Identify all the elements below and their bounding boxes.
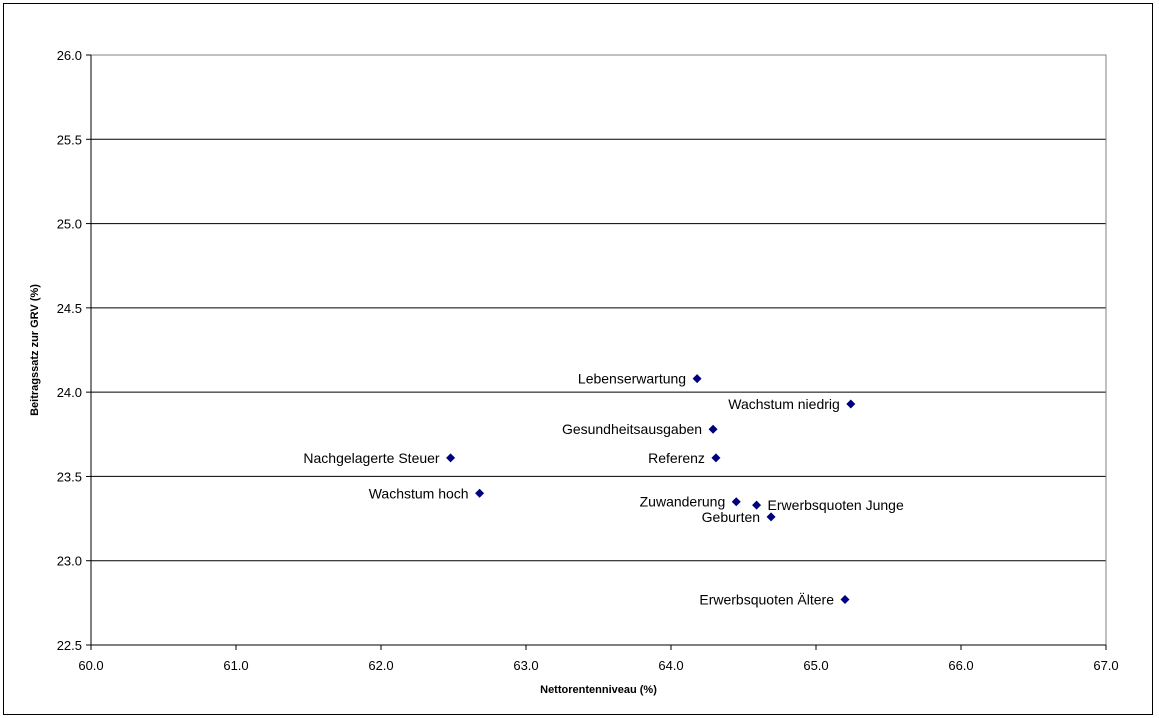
axes: 22.5 23.0 23.5 24.0 24.5 25.0 25.5 26.0 60.0 61.0… <box>57 48 1119 673</box>
data-point-label: Zuwanderung <box>640 494 726 510</box>
y-tick-label: 22.5 <box>57 638 82 653</box>
chart-frame <box>3 3 1153 715</box>
x-tick-label: 60.0 <box>78 658 103 673</box>
x-tick-label: 64.0 <box>658 658 683 673</box>
data-point <box>475 488 485 498</box>
x-tick-label: 63.0 <box>513 658 538 673</box>
y-tick-label: 23.0 <box>57 554 82 569</box>
x-tick-label: 61.0 <box>223 658 248 673</box>
data-point <box>752 500 762 510</box>
grid-lines <box>91 138 1106 562</box>
plot-area <box>90 54 1107 646</box>
data-point <box>708 424 718 434</box>
data-point <box>840 594 850 604</box>
data-point <box>766 512 776 522</box>
data-point <box>711 453 721 463</box>
y-tick-label: 26.0 <box>57 48 82 63</box>
y-tick-label: 24.5 <box>57 301 82 316</box>
x-tick-label: 67.0 <box>1093 658 1118 673</box>
data-point-label: Lebenserwartung <box>578 371 686 387</box>
data-point-label: Geburten <box>702 509 760 525</box>
data-points: Lebenserwartung Wachstum niedrig Gesundhei… <box>303 371 904 608</box>
y-tick-label: 24.0 <box>57 385 82 400</box>
y-axis-title: Beitragssatz zur GRV (%) <box>29 284 41 416</box>
y-tick-label: 23.5 <box>57 469 82 484</box>
data-point <box>446 453 456 463</box>
data-point-label: Nachgelagerte Steuer <box>303 450 440 466</box>
y-tick-label: 25.5 <box>57 132 82 147</box>
data-point <box>692 374 702 384</box>
data-point-label: Wachstum niedrig <box>728 396 840 412</box>
data-point <box>731 497 741 507</box>
x-tick-label: 62.0 <box>368 658 393 673</box>
x-axis-title: Nettorentenniveau (%) <box>540 684 657 696</box>
data-point <box>846 399 856 409</box>
y-tick-label: 25.0 <box>57 217 82 232</box>
x-tick-label: 65.0 <box>803 658 828 673</box>
x-tick-label: 66.0 <box>948 658 973 673</box>
data-point-label: Erwerbsquoten Ältere <box>699 591 834 607</box>
data-point-label: Erwerbsquoten Junge <box>768 497 904 513</box>
data-point-label: Wachstum hoch <box>369 485 469 501</box>
data-point-label: Referenz <box>648 450 705 466</box>
data-point-label: Gesundheitsausgaben <box>562 421 702 437</box>
